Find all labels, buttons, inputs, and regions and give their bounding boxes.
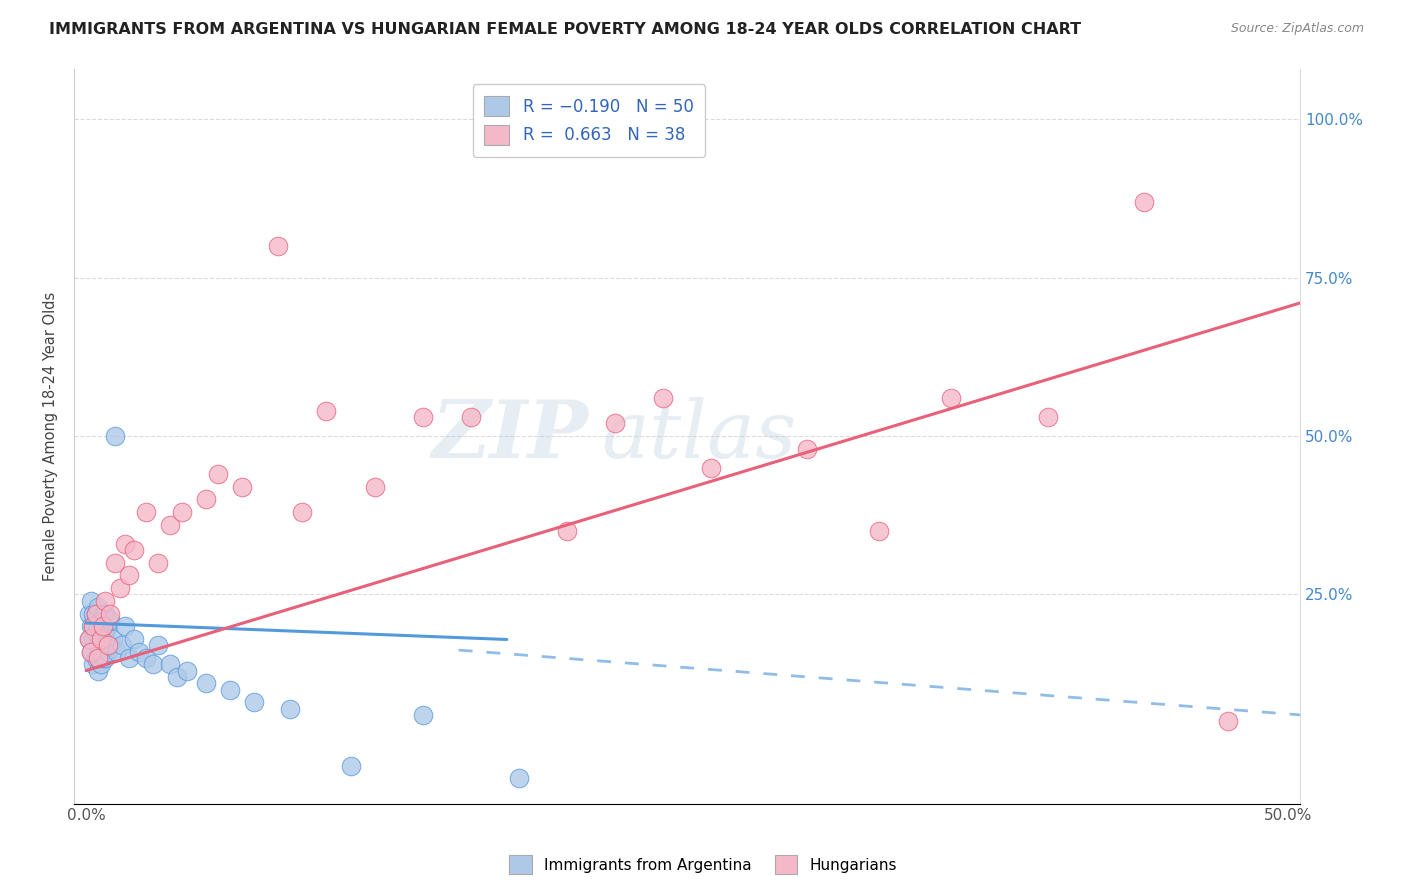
Point xyxy=(84,607,107,621)
Point xyxy=(941,391,963,405)
Text: ZIP: ZIP xyxy=(432,397,589,475)
Point xyxy=(97,619,120,633)
Point xyxy=(97,644,120,658)
Point xyxy=(159,517,181,532)
Point xyxy=(142,657,165,672)
Point xyxy=(91,607,114,621)
Point xyxy=(87,619,110,633)
Point xyxy=(412,410,434,425)
Point xyxy=(267,239,290,253)
Point xyxy=(118,651,141,665)
Point xyxy=(80,619,103,633)
Point xyxy=(159,657,181,672)
Point xyxy=(412,707,434,722)
Point xyxy=(80,644,103,658)
Text: Source: ZipAtlas.com: Source: ZipAtlas.com xyxy=(1230,22,1364,36)
Point xyxy=(104,556,127,570)
Point xyxy=(796,442,818,456)
Point xyxy=(91,619,114,633)
Point xyxy=(90,632,112,646)
Point xyxy=(84,625,107,640)
Point xyxy=(97,638,120,652)
Point xyxy=(91,651,114,665)
Point xyxy=(114,537,136,551)
Point xyxy=(868,524,890,538)
Point xyxy=(94,625,117,640)
Point xyxy=(82,619,104,633)
Point xyxy=(87,638,110,652)
Point xyxy=(114,619,136,633)
Point xyxy=(280,701,302,715)
Point xyxy=(219,682,242,697)
Point xyxy=(207,467,229,481)
Point xyxy=(90,632,112,646)
Point xyxy=(94,594,117,608)
Point xyxy=(135,505,157,519)
Point xyxy=(243,695,266,709)
Point xyxy=(508,772,530,786)
Point xyxy=(98,607,121,621)
Point xyxy=(82,632,104,646)
Point xyxy=(339,758,361,772)
Point xyxy=(87,664,110,678)
Point xyxy=(700,460,723,475)
Y-axis label: Female Poverty Among 18-24 Year Olds: Female Poverty Among 18-24 Year Olds xyxy=(44,292,58,581)
Point xyxy=(77,632,100,646)
Point xyxy=(87,600,110,615)
Point xyxy=(135,651,157,665)
Point xyxy=(148,556,170,570)
Point xyxy=(363,480,385,494)
Point xyxy=(82,657,104,672)
Point xyxy=(94,651,117,665)
Point xyxy=(555,524,578,538)
Point xyxy=(80,594,103,608)
Text: IMMIGRANTS FROM ARGENTINA VS HUNGARIAN FEMALE POVERTY AMONG 18-24 YEAR OLDS CORR: IMMIGRANTS FROM ARGENTINA VS HUNGARIAN F… xyxy=(49,22,1081,37)
Point xyxy=(1132,194,1154,209)
Point xyxy=(111,638,134,652)
Point xyxy=(166,670,188,684)
Point xyxy=(87,651,110,665)
Point xyxy=(195,492,218,507)
Point xyxy=(652,391,675,405)
Legend: R = −0.190   N = 50, R =  0.663   N = 38: R = −0.190 N = 50, R = 0.663 N = 38 xyxy=(472,84,706,156)
Point xyxy=(80,644,103,658)
Point xyxy=(148,638,170,652)
Point xyxy=(108,581,131,595)
Point xyxy=(101,632,124,646)
Point xyxy=(315,403,337,417)
Point xyxy=(77,632,100,646)
Point xyxy=(291,505,314,519)
Point xyxy=(98,613,121,627)
Point xyxy=(176,664,198,678)
Point xyxy=(77,607,100,621)
Point xyxy=(82,619,104,633)
Point xyxy=(122,543,145,558)
Point xyxy=(603,417,626,431)
Point xyxy=(84,651,107,665)
Point xyxy=(105,644,128,658)
Point xyxy=(104,429,127,443)
Point xyxy=(98,638,121,652)
Point xyxy=(172,505,194,519)
Point xyxy=(231,480,253,494)
Point xyxy=(460,410,482,425)
Text: atlas: atlas xyxy=(602,397,797,475)
Point xyxy=(84,607,107,621)
Point xyxy=(195,676,218,690)
Legend: Immigrants from Argentina, Hungarians: Immigrants from Argentina, Hungarians xyxy=(503,849,903,880)
Point xyxy=(82,607,104,621)
Point xyxy=(94,607,117,621)
Point xyxy=(91,632,114,646)
Point xyxy=(1216,714,1239,729)
Point xyxy=(122,632,145,646)
Point xyxy=(90,613,112,627)
Point xyxy=(118,568,141,582)
Point xyxy=(90,657,112,672)
Point xyxy=(1036,410,1059,425)
Point xyxy=(128,644,150,658)
